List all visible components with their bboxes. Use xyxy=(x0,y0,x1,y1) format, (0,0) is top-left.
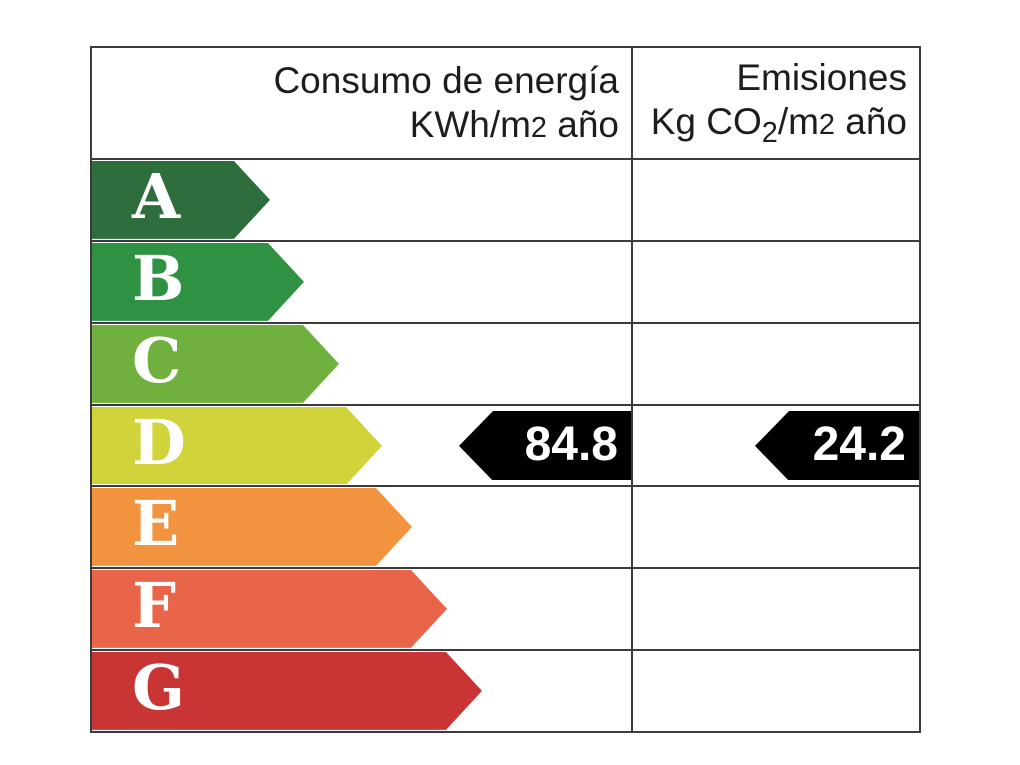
header-emisiones: Emisiones Kg CO2/m2 año xyxy=(633,48,919,158)
value-text-emisiones: 24.2 xyxy=(812,417,906,471)
emisiones-cell-d: 24.2 xyxy=(633,406,919,486)
value-arrow-emisiones-icon xyxy=(755,410,919,481)
rating-letter-f: F xyxy=(132,569,177,643)
consumo-cell-e: E xyxy=(92,487,633,568)
header-consumo-unit: KWh/m2 año xyxy=(409,104,619,145)
value-arrow-consumo: 84.8 xyxy=(459,410,631,481)
consumo-cell-b: B xyxy=(92,241,633,322)
rating-arrow-c-icon xyxy=(92,324,339,403)
rating-letter-a: A xyxy=(132,159,181,233)
rating-letter-c: C xyxy=(132,323,182,397)
consumo-cell-a: A xyxy=(92,160,633,240)
value-text-consumo: 84.8 xyxy=(524,417,618,471)
value-arrow-consumo-icon xyxy=(459,410,631,481)
rating-row-f: F xyxy=(92,569,919,652)
rating-row-b: B xyxy=(92,241,919,324)
rating-arrow-b-icon xyxy=(92,242,304,321)
rating-letter-g: G xyxy=(132,650,185,724)
consumo-cell-d: D 84.8 xyxy=(92,405,633,486)
rating-rows: A B C D 84.8 24.2 E F G xyxy=(92,160,919,732)
emisiones-cell-f xyxy=(633,569,919,649)
energy-certificate-table: Consumo de energía KWh/m2 año Emisiones … xyxy=(90,46,921,733)
rating-letter-d: D xyxy=(132,405,186,479)
rating-arrow-a-icon xyxy=(92,161,270,239)
rating-row-e: E xyxy=(92,487,919,570)
rating-letter-b: B xyxy=(132,241,185,315)
value-arrow-emisiones: 24.2 xyxy=(755,410,919,481)
header-emisiones-unit: Kg CO2/m2 año xyxy=(650,100,907,149)
table-header-row: Consumo de energía KWh/m2 año Emisiones … xyxy=(92,48,919,160)
emisiones-cell-e xyxy=(633,487,919,567)
rating-row-d: D 84.8 24.2 xyxy=(92,405,919,488)
rating-row-c: C xyxy=(92,323,919,406)
header-consumo-title: Consumo de energía xyxy=(273,60,619,102)
consumo-cell-f: F xyxy=(92,569,633,650)
rating-arrow-e-icon xyxy=(92,488,412,567)
rating-row-g: G xyxy=(92,650,919,732)
emisiones-cell-a xyxy=(633,160,919,240)
consumo-cell-g: G xyxy=(92,650,633,732)
emisiones-cell-c xyxy=(633,324,919,404)
emisiones-cell-b xyxy=(633,242,919,322)
header-consumo: Consumo de energía KWh/m2 año xyxy=(92,48,633,158)
rating-arrow-g-icon xyxy=(92,652,482,731)
rating-row-a: A xyxy=(92,160,919,242)
rating-arrow-d-icon xyxy=(92,406,382,485)
rating-letter-e: E xyxy=(132,487,180,561)
emisiones-cell-g xyxy=(633,651,919,731)
consumo-cell-c: C xyxy=(92,323,633,404)
rating-arrow-f-icon xyxy=(92,570,447,649)
header-emisiones-title: Emisiones xyxy=(736,57,907,99)
